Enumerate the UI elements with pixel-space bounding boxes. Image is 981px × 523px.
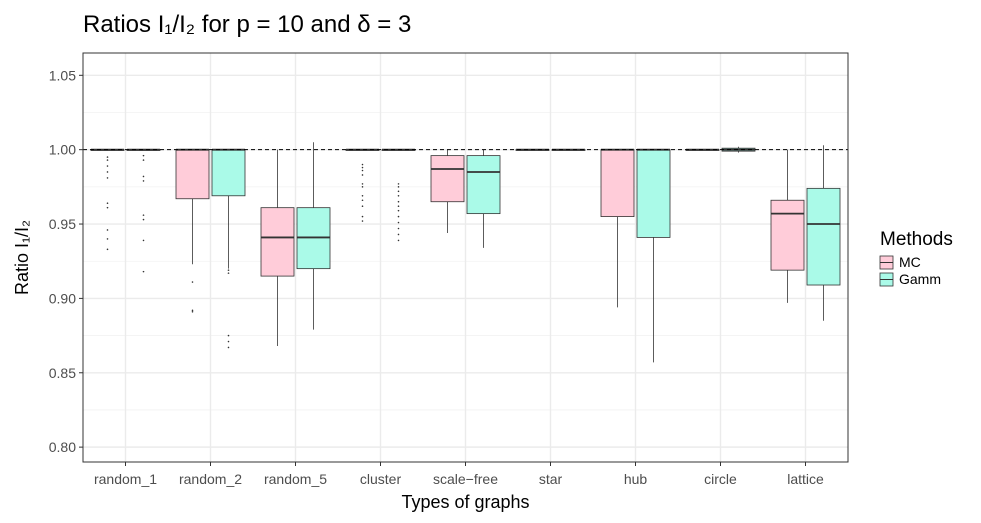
outlier-point (361, 186, 364, 188)
outlier-point (227, 334, 230, 337)
legend-label: Gamm (899, 271, 941, 287)
box-iqr (211, 149, 246, 197)
legend-key-gamm (879, 272, 894, 287)
x-tick-label: random_1 (94, 471, 157, 487)
outlier-point (361, 166, 364, 169)
box-iqr (600, 149, 635, 217)
outlier-point (106, 156, 109, 158)
box-iqr (430, 155, 465, 203)
x-tick-label: lattice (787, 471, 824, 487)
outlier-point (361, 215, 364, 218)
box-gamm-lattice (806, 145, 841, 321)
y-tick-label: 1.00 (49, 142, 76, 158)
x-tick-label: hub (624, 471, 648, 487)
outlier-point (361, 220, 364, 222)
outlier-point (106, 165, 109, 167)
outlier-point (361, 205, 364, 207)
box-mc-scale−free (430, 149, 465, 233)
outlier-point (397, 239, 400, 242)
chart-title: Ratios I₁/I₂ for p = 10 and δ = 3 (83, 11, 411, 38)
outlier-point (191, 309, 194, 312)
outlier-point (361, 183, 364, 185)
box-iqr (636, 149, 671, 238)
box-iqr (806, 187, 841, 286)
outlier-point (397, 227, 400, 230)
box-gamm-scale−free (466, 149, 501, 248)
outlier-point (142, 270, 145, 273)
outlier-point (142, 159, 145, 161)
box-gamm-hub (636, 148, 671, 363)
outlier-point (397, 205, 400, 207)
y-tick-label: 0.95 (49, 216, 76, 232)
x-axis-title: Types of graphs (401, 492, 529, 512)
outlier-point (142, 239, 145, 242)
outlier-point (106, 206, 109, 209)
outlier-point (106, 159, 109, 161)
x-tick-label: circle (704, 471, 737, 487)
outlier-point (106, 177, 109, 179)
outlier-point (191, 310, 194, 313)
legend-key-mc (879, 255, 894, 270)
outlier-point (397, 209, 400, 212)
y-tick-label: 0.85 (49, 365, 76, 381)
legend-title: Methods (880, 229, 953, 250)
outlier-point (142, 180, 145, 182)
outlier-point (227, 272, 230, 274)
outlier-point (106, 248, 109, 251)
outlier-point (227, 346, 230, 349)
outlier-point (361, 199, 364, 202)
y-axis-title: Ratio I₁/I₂ (12, 220, 32, 295)
y-tick-label: 0.80 (49, 439, 76, 455)
outlier-point (142, 214, 145, 216)
box-mc-hub (600, 148, 635, 308)
outlier-point (397, 183, 400, 185)
box-mc-random_5 (260, 149, 295, 346)
outlier-point (397, 233, 400, 236)
outlier-point (397, 215, 400, 218)
outlier-point (397, 186, 400, 188)
x-tick-label: random_2 (179, 471, 242, 487)
box-iqr (770, 199, 805, 271)
outlier-point (397, 190, 400, 193)
box-gamm-random_5 (296, 142, 331, 330)
outlier-point (142, 218, 145, 221)
box-gamm-random_2 (211, 148, 246, 349)
outlier-point (106, 238, 109, 240)
outlier-point (106, 202, 109, 205)
outlier-point (142, 175, 145, 178)
outlier-point (361, 194, 364, 197)
y-tick-label: 1.05 (49, 67, 76, 83)
outlier-point (397, 200, 400, 203)
outlier-point (397, 221, 400, 224)
y-tick-label: 0.90 (49, 290, 76, 306)
box-iqr (175, 149, 210, 200)
outlier-point (191, 281, 194, 283)
box-iqr (466, 155, 501, 215)
x-tick-label: cluster (360, 471, 402, 487)
legend-label: MC (899, 254, 921, 270)
x-tick-label: star (539, 471, 563, 487)
box-mc-lattice (770, 149, 805, 303)
outlier-point (361, 169, 364, 172)
outlier-point (106, 171, 109, 173)
box-iqr (260, 207, 295, 277)
x-tick-label: random_5 (264, 471, 327, 487)
x-tick-label: scale−free (433, 471, 498, 487)
outlier-point (397, 194, 400, 197)
box-mc-random_2 (175, 148, 210, 313)
outlier-point (106, 229, 109, 231)
outlier-point (227, 269, 230, 271)
outlier-point (361, 174, 364, 176)
outlier-point (361, 163, 364, 166)
outlier-point (227, 340, 230, 343)
outlier-point (142, 154, 145, 157)
